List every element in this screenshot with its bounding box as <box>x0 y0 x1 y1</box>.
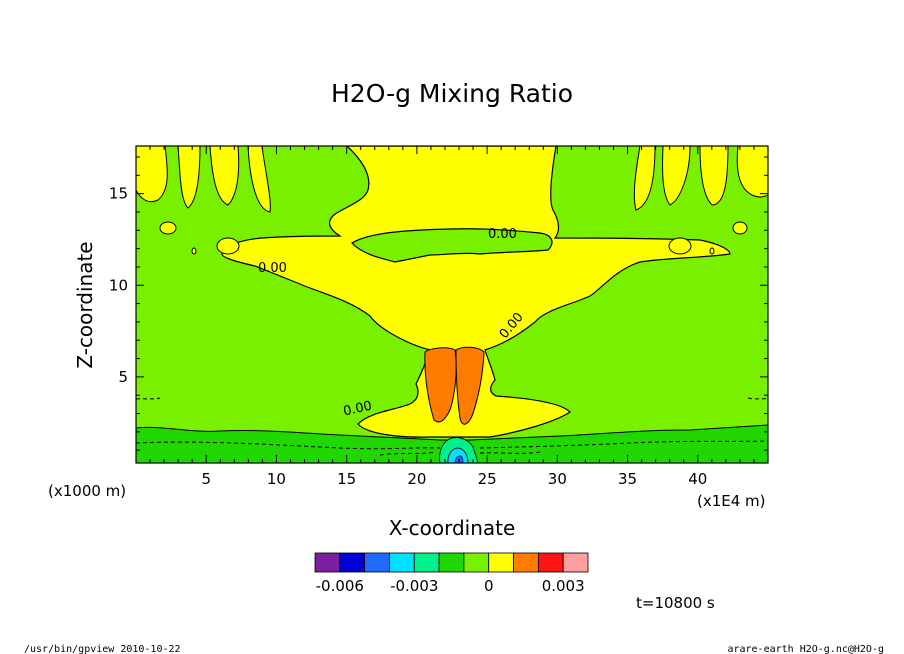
y-axis: 5 10 15 <box>109 156 768 451</box>
colorbar-swatch <box>463 552 490 573</box>
plume-hole <box>351 228 553 263</box>
program-label: /usr/bin/gpview 2010-10-22 <box>24 644 181 654</box>
y-unit-label: (x1000 m) <box>48 482 126 500</box>
x-tick-label: 30 <box>548 470 567 488</box>
blob <box>668 237 692 255</box>
negative-contours <box>136 397 768 456</box>
x-unit-label: (x1E4 m) <box>697 492 766 510</box>
edge-lobe <box>177 146 201 209</box>
colorbar-swatch <box>314 552 341 573</box>
x-axis: 5 10 15 20 25 30 35 40 <box>149 146 755 488</box>
edge-lobe <box>699 146 729 206</box>
edge-lobe <box>662 146 691 206</box>
colorbar-swatch <box>438 552 465 573</box>
contour-label: 0.00 <box>258 261 287 276</box>
x-axis-title: X-coordinate <box>389 516 516 540</box>
colorbar-tick-label: -0.006 <box>316 577 364 595</box>
colorbar-swatch <box>537 552 564 573</box>
x-tick-label: 35 <box>618 470 637 488</box>
edge-lobe <box>247 146 271 213</box>
core-right <box>455 346 485 425</box>
chart-title: H2O-g Mixing Ratio <box>331 79 573 108</box>
blob <box>191 247 197 255</box>
x-tick-label: 15 <box>337 470 356 488</box>
colorbar-tick-label: 0 <box>484 577 494 595</box>
colorbar-swatch <box>339 552 366 573</box>
blob <box>159 221 177 235</box>
edge-lobe <box>209 146 240 206</box>
anvil-plume <box>221 146 731 438</box>
contour-label: 0.00 <box>342 399 373 420</box>
colorbar-swatch <box>513 552 539 573</box>
surface-patch <box>447 447 469 463</box>
x-tick-label: 40 <box>688 470 707 488</box>
blob <box>216 237 240 255</box>
time-label: t=10800 s <box>636 594 715 612</box>
colorbar-tick-label: 0.003 <box>542 577 585 595</box>
edge-lobe <box>136 146 168 203</box>
colorbar-swatch <box>488 552 514 573</box>
x-tick-label: 25 <box>478 470 497 488</box>
blob <box>709 247 715 255</box>
x-tick-label: 20 <box>407 470 426 488</box>
y-tick-label: 5 <box>118 368 128 386</box>
blob <box>732 221 748 235</box>
y-axis-title: Z-coordinate <box>73 241 97 368</box>
plot-area: 0.00 0.00 0.00 0.00 <box>136 146 768 463</box>
edge-lobe <box>736 146 768 198</box>
contour-label: 0.00 <box>488 227 517 242</box>
x-tick-label: 5 <box>201 470 211 488</box>
core-left <box>424 347 457 423</box>
plot-frame <box>135 145 769 464</box>
colorbar-swatch <box>413 552 440 573</box>
y-tick-label: 15 <box>109 185 128 203</box>
colorbar-tick-label: -0.003 <box>390 577 438 595</box>
source-label: arare-earth_H2O-g.nc@H2O-g <box>727 644 884 654</box>
x-tick-label: 10 <box>267 470 286 488</box>
colorbar: -0.006 -0.003 0 0.003 <box>314 552 589 595</box>
colorbar-swatch <box>389 552 415 573</box>
colorbar-swatch <box>562 552 589 573</box>
y-tick-label: 10 <box>109 276 128 294</box>
edge-lobe <box>633 146 656 211</box>
colorbar-swatch <box>364 552 390 573</box>
